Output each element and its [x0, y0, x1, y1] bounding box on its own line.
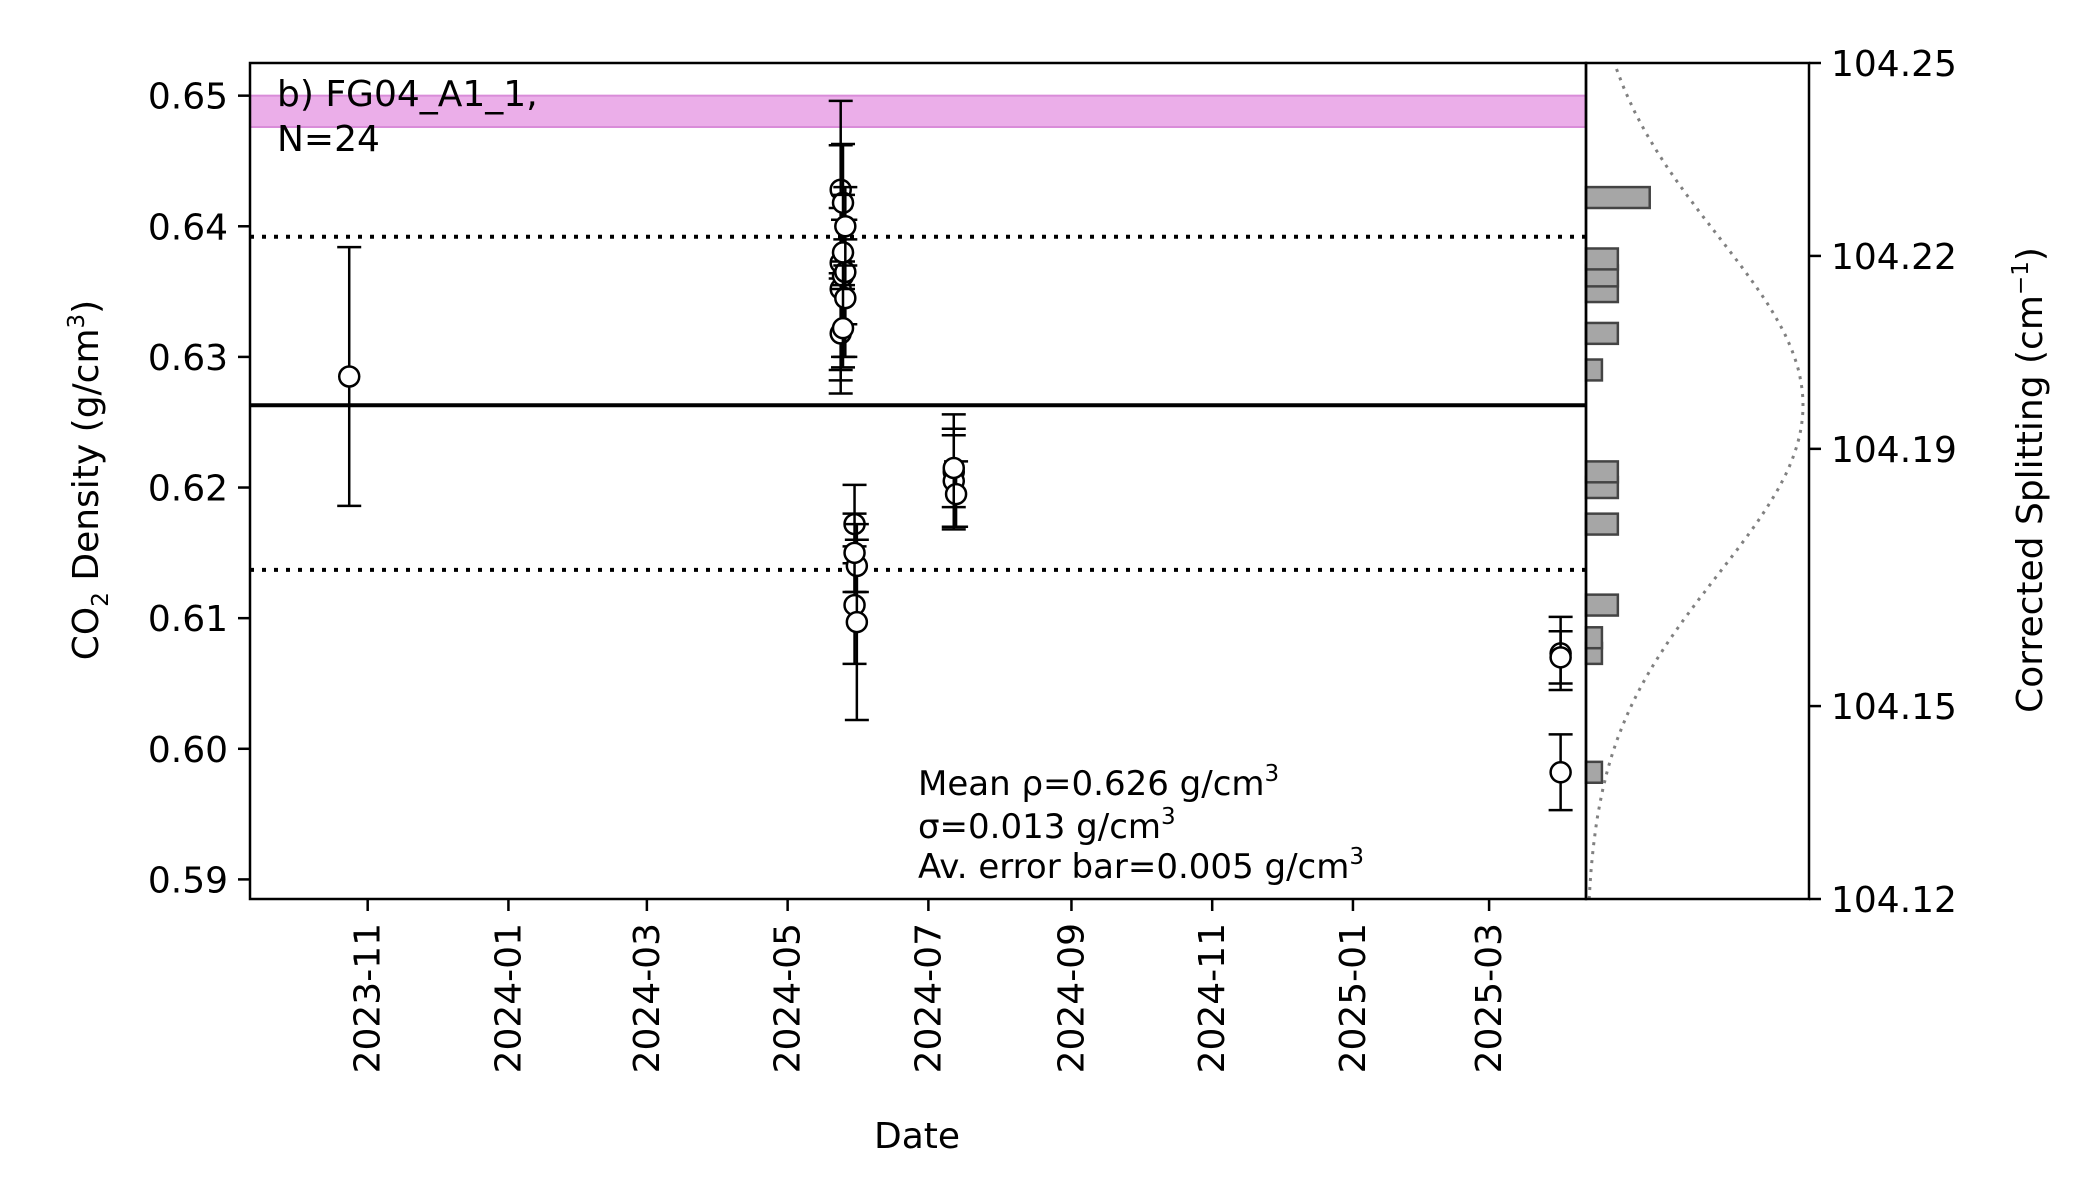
point-marker	[1549, 761, 1572, 784]
x-tick-label: 2025-01	[1333, 923, 1374, 1073]
y-axis-title-sup: 3	[64, 314, 90, 329]
y-tick-label: 0.65	[148, 77, 228, 118]
annotation-error: Av. error bar=0.005 g/cm3	[918, 844, 1364, 887]
hist-bar-0	[1584, 760, 1604, 784]
point-marker	[845, 610, 869, 634]
point-marker	[834, 286, 857, 310]
x-tick-label: 2025-03	[1469, 923, 1510, 1073]
data-point-16	[842, 512, 867, 594]
data-point-23	[1548, 629, 1573, 685]
y2-tick-label: 104.12	[1831, 880, 1957, 921]
histogram-panel	[1584, 62, 1805, 900]
y2-axis-title-sup: −1	[2008, 261, 2034, 295]
y-axis-title-close: )	[66, 300, 107, 314]
data-point-19	[944, 460, 969, 528]
annotation-sigma-text: σ=0.013 g/cm	[918, 807, 1161, 847]
annotation-mean-text: Mean ρ=0.626 g/cm	[918, 764, 1265, 804]
point-marker	[1549, 646, 1572, 669]
x-tick-label: 2024-03	[627, 923, 668, 1073]
y-tick-label: 0.62	[148, 469, 228, 510]
y2-tick-label: 104.22	[1831, 237, 1957, 278]
point-marker	[831, 316, 855, 340]
annotation-error-sup: 3	[1349, 844, 1364, 870]
point-marker	[831, 241, 855, 264]
x-axis: 2023-11 2024-01 2024-03 2024-05 2024-07 2024-…	[348, 899, 1510, 1073]
hist-bar-3	[1584, 593, 1620, 617]
y2-tick-label: 104.15	[1831, 687, 1957, 728]
y-axis-title-mid: Density (g/cm	[66, 328, 107, 592]
annotation-mean-sup: 3	[1265, 761, 1280, 787]
hist-bar-2	[1584, 626, 1604, 650]
hist-bar-12	[1584, 185, 1651, 210]
x-tick-label: 2024-09	[1051, 923, 1092, 1073]
y-tick-label: 0.61	[148, 599, 228, 640]
x-tick-label: 2024-05	[768, 923, 809, 1073]
panel-label: b) FG04_A1_1,	[277, 74, 538, 115]
annotation-sigma: σ=0.013 g/cm3	[918, 804, 1176, 847]
hist-bar-7	[1584, 358, 1604, 382]
point-marker	[337, 365, 361, 388]
y2-axis: 104.12 104.15 104.19 104.22 104.25	[1809, 44, 1957, 921]
y-axis-title-sub: 2	[88, 592, 114, 607]
annotation-error-text: Av. error bar=0.005 g/cm	[918, 847, 1349, 887]
x-tick-label: 2023-11	[348, 923, 389, 1073]
y-tick-label: 0.63	[148, 338, 228, 379]
annotation-sigma-sup: 3	[1161, 804, 1176, 830]
gaussian-curve	[1587, 62, 1805, 900]
y-axis: 0.59 0.60 0.61 0.62 0.63 0.64 0.65	[148, 77, 250, 901]
y-tick-label: 0.59	[148, 860, 228, 901]
point-marker	[942, 456, 966, 480]
x-tick-label: 2024-11	[1192, 923, 1233, 1073]
hist-plot-frame	[1584, 61, 1811, 901]
annotation-mean: Mean ρ=0.626 g/cm3	[918, 761, 1279, 804]
data-point-9	[831, 287, 856, 369]
data-point-11	[833, 185, 858, 267]
x-tick-label: 2024-07	[908, 923, 949, 1073]
y-tick-label: 0.64	[148, 207, 228, 248]
y-axis-title: CO2 Density (g/cm3)	[64, 300, 114, 660]
y2-axis-title-close: )	[2010, 247, 2051, 261]
y2-axis-title: Corrected Splitting (cm−1)	[2008, 247, 2051, 713]
x-axis-title: Date	[874, 1116, 960, 1157]
count-label: N=24	[277, 119, 380, 160]
y2-tick-label: 104.25	[1831, 44, 1957, 85]
hist-bar-4	[1584, 512, 1620, 536]
data-point-20	[941, 427, 966, 509]
statistics-lines	[250, 234, 1586, 572]
y2-axis-title-prefix: Corrected Splitting (cm	[2010, 295, 2051, 713]
point-marker	[944, 482, 968, 506]
x-tick-label: 2024-01	[488, 923, 529, 1073]
y2-tick-label: 104.19	[1831, 430, 1957, 471]
hist-bar-8	[1584, 321, 1620, 346]
point-marker	[834, 215, 857, 238]
data-point-22	[1548, 733, 1573, 812]
data-point-0	[337, 245, 362, 508]
hist-bar-11	[1584, 247, 1620, 271]
data-points	[337, 99, 1573, 812]
y-axis-title-prefix: CO	[66, 607, 107, 660]
point-marker	[843, 541, 866, 565]
hist-bar-6	[1584, 460, 1620, 484]
y-tick-label: 0.60	[148, 730, 228, 771]
